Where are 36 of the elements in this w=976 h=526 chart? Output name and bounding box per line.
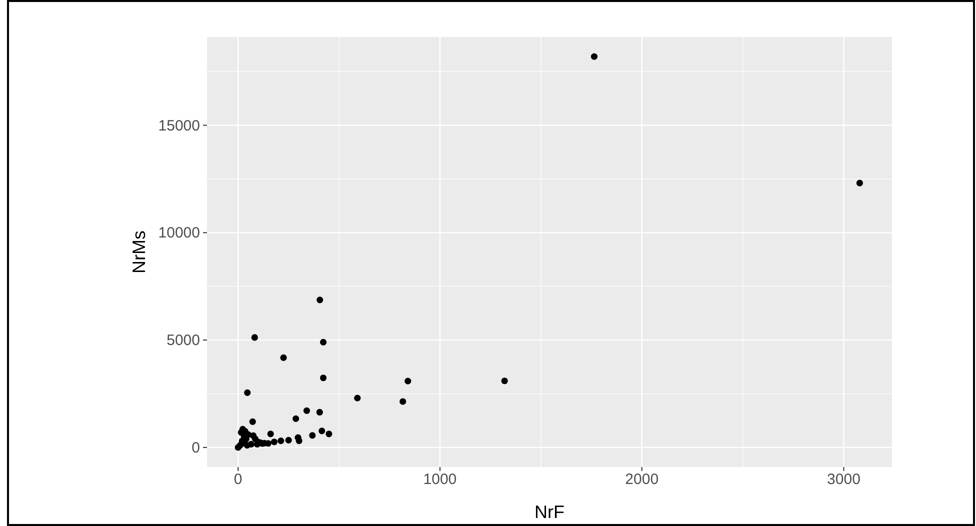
x-tick-label: 3000 — [827, 471, 860, 488]
point — [278, 437, 284, 444]
y-tick-label: 0 — [192, 439, 200, 456]
point — [296, 437, 302, 444]
point — [292, 415, 300, 422]
y-axis-title: NrMs — [129, 230, 149, 274]
point — [400, 398, 406, 405]
x-tick-label: 2000 — [625, 471, 659, 488]
point — [316, 408, 323, 416]
y-tick-label: 5000 — [166, 332, 200, 350]
point — [251, 334, 258, 341]
point — [270, 438, 278, 446]
x-axis-title: NrF — [534, 502, 564, 522]
point — [244, 389, 251, 396]
point — [280, 354, 287, 361]
point — [354, 394, 361, 402]
point — [318, 428, 326, 434]
point — [501, 378, 508, 384]
x-tick-label: 0 — [234, 471, 242, 488]
x-tick-label: 1000 — [423, 471, 457, 488]
point — [249, 418, 256, 425]
point — [590, 53, 598, 60]
point — [404, 378, 412, 384]
point — [320, 338, 327, 346]
y-tick-label: 10000 — [158, 224, 200, 242]
point — [267, 430, 274, 438]
point — [252, 436, 259, 442]
point — [248, 440, 255, 448]
point — [309, 432, 316, 439]
point — [856, 180, 863, 186]
point — [326, 430, 332, 438]
point — [303, 407, 310, 414]
point — [320, 374, 327, 382]
point — [285, 436, 292, 444]
point — [316, 296, 324, 304]
y-tick-label: 15000 — [158, 117, 200, 134]
